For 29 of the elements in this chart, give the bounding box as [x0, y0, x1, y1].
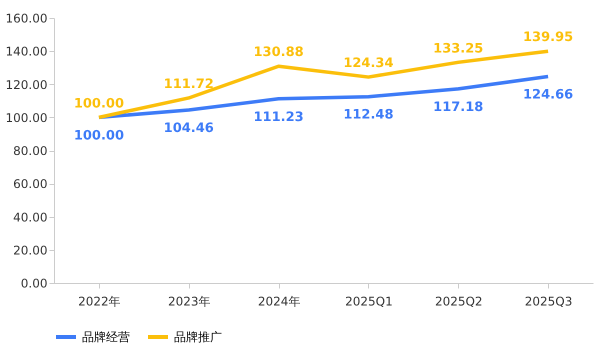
data-label: 112.48 [343, 108, 394, 123]
x-tick-label: 2023年 [168, 294, 211, 308]
y-tick-label: 80.00 [13, 144, 48, 158]
y-tick-label: 120.00 [6, 78, 48, 92]
y-tick-label: 0.00 [20, 276, 48, 290]
y-tick-label: 160.00 [6, 12, 48, 26]
y-tick-label: 140.00 [6, 44, 48, 59]
data-label: 117.18 [433, 100, 484, 115]
y-tick-label: 20.00 [13, 243, 48, 258]
data-label: 100.00 [74, 128, 124, 144]
x-tick-label: 2025Q1 [345, 294, 393, 308]
data-label: 111.23 [253, 110, 304, 125]
data-label: 124.34 [343, 56, 394, 72]
data-label: 130.88 [253, 45, 304, 60]
data-label: 100.00 [74, 96, 124, 112]
x-tick-label: 2025Q3 [524, 294, 572, 308]
y-tick-label: 40.00 [13, 210, 48, 224]
data-label: 133.25 [433, 41, 484, 56]
data-label: 104.46 [164, 120, 214, 136]
y-tick-label: 100.00 [6, 110, 48, 125]
x-tick-label: 2022年 [78, 294, 121, 308]
legend-label: 品牌推广 [174, 330, 222, 344]
legend-label: 品牌经营 [82, 330, 130, 344]
x-tick-label: 2025Q2 [434, 294, 483, 308]
y-tick-label: 60.00 [13, 177, 48, 192]
data-label: 139.95 [522, 30, 574, 46]
data-label: 111.72 [164, 76, 214, 92]
x-tick-label: 2024年 [258, 294, 300, 308]
data-label: 124.66 [522, 88, 574, 103]
